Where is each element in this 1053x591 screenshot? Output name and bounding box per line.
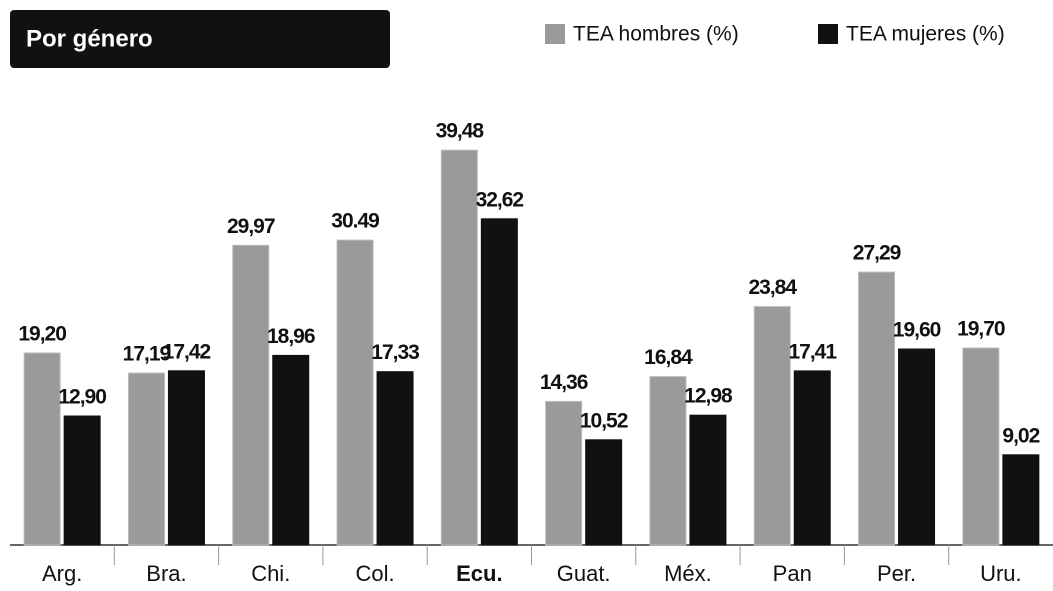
bar	[23, 352, 61, 546]
bar	[962, 347, 1000, 546]
x-tick-label: Col.	[355, 561, 394, 586]
x-tick-label: Méx.	[664, 561, 712, 586]
x-tick-label: Ecu.	[456, 561, 502, 586]
bar	[127, 372, 165, 546]
value-label: 23,84	[748, 276, 797, 299]
value-label: 14,36	[540, 371, 588, 394]
value-label: 12,98	[684, 385, 733, 408]
value-label: 19,70	[957, 318, 1005, 341]
value-label: 19,60	[893, 319, 941, 342]
value-label: 17,33	[371, 341, 419, 364]
x-tick-label: Pan	[773, 561, 812, 586]
x-tick-label: Chi.	[251, 561, 290, 586]
chart-title: Por género	[26, 25, 153, 52]
bar	[336, 239, 374, 546]
bar	[480, 218, 518, 546]
value-label: 10,52	[580, 409, 628, 432]
bar	[272, 354, 310, 546]
x-tick-label: Uru.	[980, 561, 1022, 586]
bar	[545, 400, 583, 546]
legend-label: TEA mujeres (%)	[846, 23, 1005, 46]
bar	[753, 306, 791, 546]
bar	[376, 371, 414, 546]
legend-swatch	[545, 24, 565, 44]
value-label: 19,20	[18, 323, 66, 346]
value-label: 27,29	[853, 242, 901, 265]
value-label: 17,19	[123, 343, 171, 366]
bar	[689, 414, 727, 546]
x-tick-label: Per.	[877, 561, 916, 586]
bar	[232, 244, 270, 546]
x-tick-label: Guat.	[557, 561, 611, 586]
value-label: 9,02	[1002, 424, 1039, 447]
x-tick-label: Arg.	[42, 561, 82, 586]
value-label: 16,84	[644, 346, 693, 369]
legend-swatch	[818, 24, 838, 44]
bar	[898, 348, 936, 546]
value-label: 17,41	[788, 340, 837, 363]
bar	[63, 415, 101, 546]
legend-label: TEA hombres (%)	[573, 23, 739, 46]
bar	[440, 149, 478, 546]
value-label: 12,90	[58, 386, 106, 409]
title-box	[10, 10, 390, 68]
value-label: 17,42	[163, 340, 211, 363]
x-tick-label: Bra.	[146, 561, 186, 586]
value-label: 39,48	[436, 120, 485, 143]
bar	[649, 376, 687, 546]
bar	[793, 370, 831, 546]
value-label: 29,97	[227, 215, 275, 238]
bar	[858, 271, 896, 546]
value-label: 18,96	[267, 325, 315, 348]
bar	[1002, 454, 1040, 546]
bar	[585, 439, 623, 546]
value-label: 30.49	[331, 210, 379, 233]
value-label: 32,62	[476, 188, 524, 211]
bar	[167, 370, 205, 546]
